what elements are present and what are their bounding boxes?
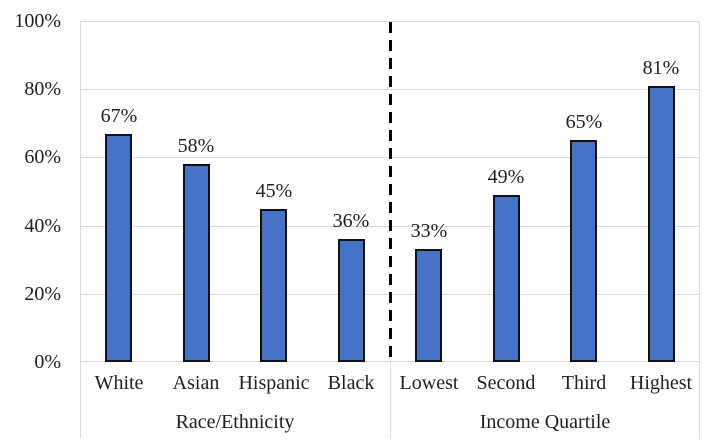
y-axis-tick-label: 100% — [14, 10, 61, 32]
group-separator-line — [389, 22, 392, 361]
bar — [105, 134, 132, 362]
bar — [260, 209, 287, 362]
bar — [648, 86, 675, 362]
category-label: Highest — [629, 372, 693, 394]
category-label: Third — [561, 372, 607, 394]
bar-data-label: 49% — [487, 166, 525, 188]
bar — [183, 164, 210, 362]
category-label: Asian — [172, 372, 220, 394]
y-axis-tick-label: 20% — [24, 283, 61, 305]
bar-data-label: 58% — [177, 135, 215, 157]
category-label: Hispanic — [238, 372, 310, 394]
bar-data-label: 36% — [332, 210, 370, 232]
bar — [493, 195, 520, 362]
axis-group-label: Income Quartile — [479, 411, 611, 433]
bar — [338, 239, 365, 362]
y-axis-tick-label: 40% — [24, 215, 61, 237]
category-label: Lowest — [399, 372, 459, 394]
bar — [570, 140, 597, 362]
category-label: White — [94, 372, 144, 394]
category-axis-divider — [699, 362, 700, 438]
category-axis-divider — [80, 362, 81, 438]
category-label: Black — [327, 372, 375, 394]
category-axis-divider — [390, 362, 391, 438]
y-axis-tick-label: 80% — [24, 78, 61, 100]
axis-group-label: Race/Ethnicity — [175, 411, 295, 433]
y-axis-tick-label: 0% — [34, 351, 61, 373]
bar-data-label: 45% — [255, 180, 293, 202]
y-axis-tick-label: 60% — [24, 146, 61, 168]
category-label: Second — [476, 372, 536, 394]
bar-data-label: 65% — [565, 111, 603, 133]
bar-data-label: 67% — [100, 105, 138, 127]
bar-data-label: 81% — [642, 57, 680, 79]
bar-data-label: 33% — [410, 220, 448, 242]
bar — [415, 249, 442, 362]
